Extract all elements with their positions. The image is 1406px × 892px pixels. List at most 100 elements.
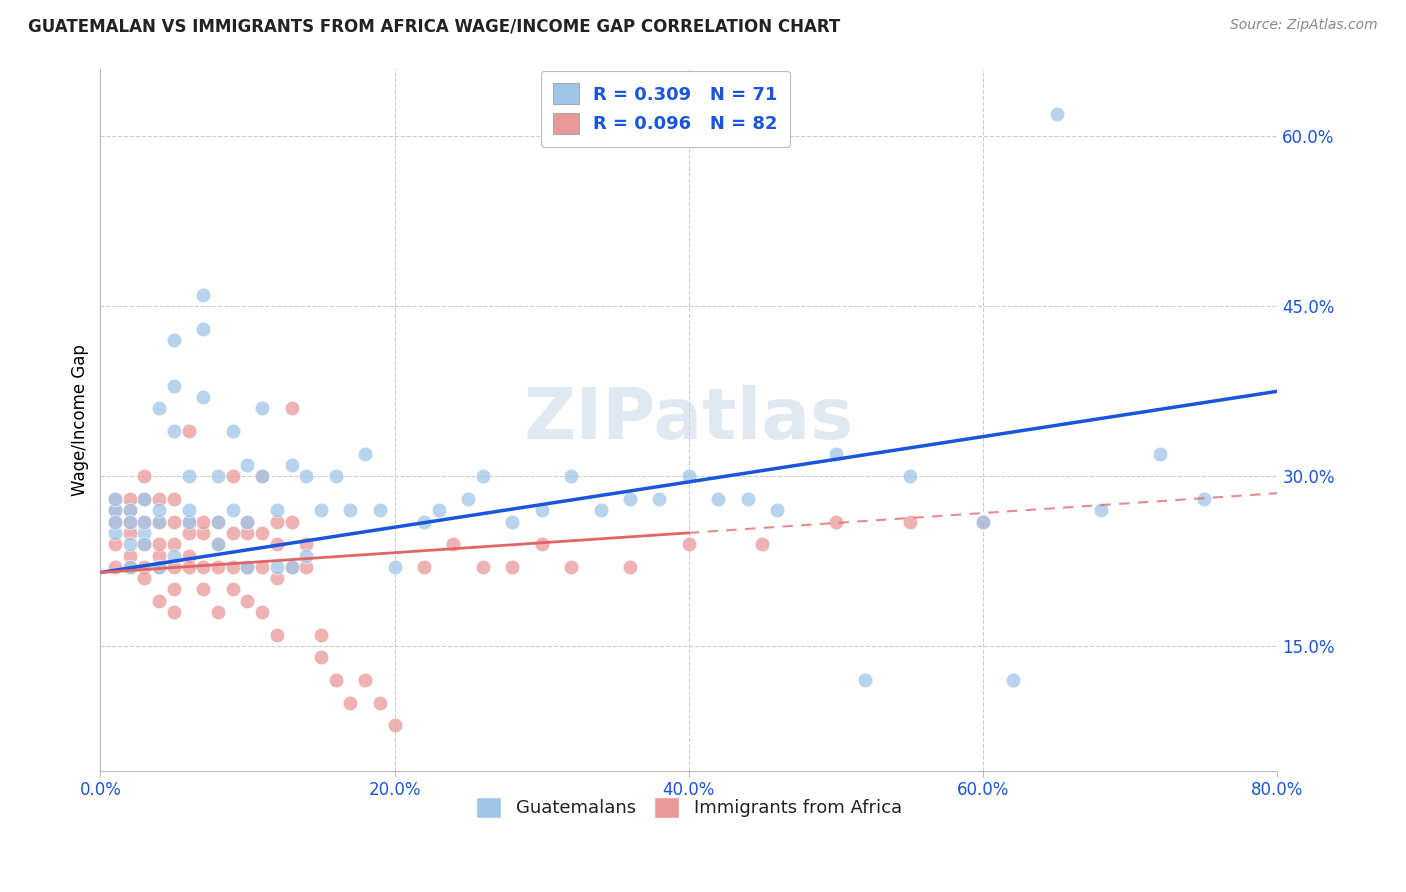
Point: [250, 605, 273, 619]
Point: [325, 673, 347, 687]
Point: [148, 491, 170, 506]
Point: [134, 571, 156, 585]
Point: [678, 469, 700, 483]
Point: [193, 559, 215, 574]
Point: [280, 559, 302, 574]
Point: [163, 582, 186, 597]
Point: [118, 549, 141, 563]
Point: [280, 458, 302, 472]
Point: [471, 559, 494, 574]
Point: [236, 594, 259, 608]
Point: [177, 503, 200, 517]
Point: [589, 503, 612, 517]
Point: [309, 650, 332, 665]
Point: [222, 525, 245, 540]
Point: [236, 525, 259, 540]
Point: [280, 559, 302, 574]
Point: [134, 537, 156, 551]
Point: [619, 559, 641, 574]
Point: [250, 525, 273, 540]
Point: [104, 491, 127, 506]
Point: [104, 559, 127, 574]
Point: [193, 288, 215, 302]
Point: [118, 515, 141, 529]
Point: [368, 696, 391, 710]
Point: [339, 503, 361, 517]
Point: [295, 549, 318, 563]
Point: [163, 605, 186, 619]
Point: [325, 469, 347, 483]
Point: [1192, 491, 1215, 506]
Point: [560, 559, 582, 574]
Point: [972, 515, 994, 529]
Point: [177, 525, 200, 540]
Point: [134, 515, 156, 529]
Point: [222, 503, 245, 517]
Point: [163, 491, 186, 506]
Text: ZIPatlas: ZIPatlas: [524, 385, 853, 454]
Point: [163, 334, 186, 348]
Point: [177, 469, 200, 483]
Point: [354, 673, 377, 687]
Point: [104, 503, 127, 517]
Point: [501, 515, 523, 529]
Point: [134, 491, 156, 506]
Point: [530, 537, 553, 551]
Point: [648, 491, 671, 506]
Point: [207, 469, 229, 483]
Point: [148, 559, 170, 574]
Point: [148, 559, 170, 574]
Point: [163, 549, 186, 563]
Point: [384, 718, 406, 732]
Point: [104, 491, 127, 506]
Point: [339, 696, 361, 710]
Point: [104, 537, 127, 551]
Point: [222, 582, 245, 597]
Point: [118, 503, 141, 517]
Point: [825, 447, 848, 461]
Point: [148, 549, 170, 563]
Point: [222, 424, 245, 438]
Point: [368, 503, 391, 517]
Point: [118, 525, 141, 540]
Point: [266, 515, 288, 529]
Point: [118, 491, 141, 506]
Point: [163, 424, 186, 438]
Point: [766, 503, 789, 517]
Point: [457, 491, 479, 506]
Point: [236, 559, 259, 574]
Point: [384, 559, 406, 574]
Point: [236, 559, 259, 574]
Point: [104, 515, 127, 529]
Point: [148, 515, 170, 529]
Point: [1090, 503, 1112, 517]
Point: [1149, 447, 1171, 461]
Point: [266, 628, 288, 642]
Point: [222, 469, 245, 483]
Legend: Guatemalans, Immigrants from Africa: Guatemalans, Immigrants from Africa: [468, 789, 908, 825]
Point: [193, 582, 215, 597]
Point: [707, 491, 730, 506]
Point: [560, 469, 582, 483]
Point: [207, 537, 229, 551]
Point: [222, 559, 245, 574]
Point: [309, 503, 332, 517]
Point: [972, 515, 994, 529]
Point: [737, 491, 759, 506]
Point: [266, 503, 288, 517]
Point: [193, 322, 215, 336]
Point: [678, 537, 700, 551]
Point: [134, 469, 156, 483]
Point: [177, 559, 200, 574]
Point: [148, 503, 170, 517]
Point: [266, 537, 288, 551]
Point: [207, 605, 229, 619]
Point: [266, 571, 288, 585]
Point: [134, 491, 156, 506]
Point: [413, 559, 436, 574]
Point: [751, 537, 773, 551]
Point: [309, 628, 332, 642]
Point: [118, 537, 141, 551]
Text: Source: ZipAtlas.com: Source: ZipAtlas.com: [1230, 18, 1378, 32]
Point: [825, 515, 848, 529]
